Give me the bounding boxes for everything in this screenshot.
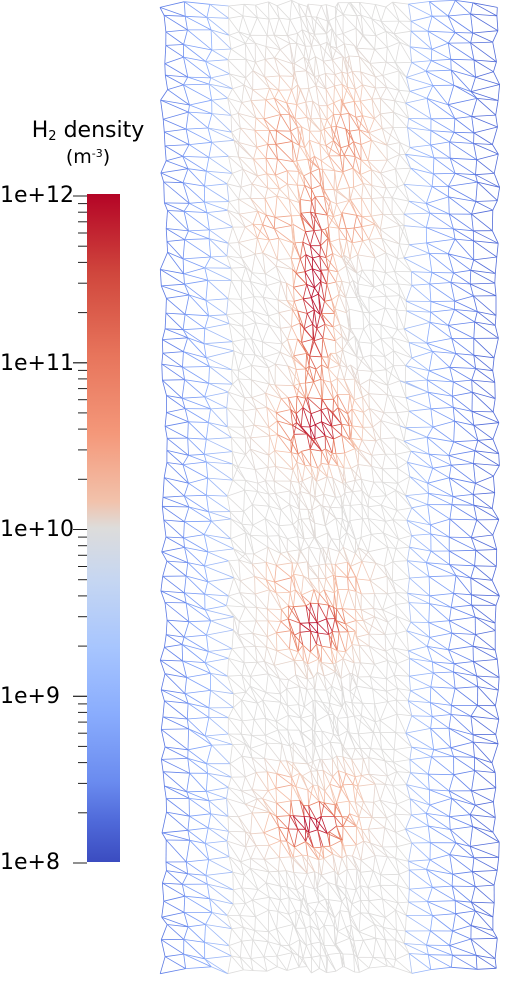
colorbar [87,194,120,862]
tick-label-1e10: 1e+10 [0,517,74,542]
tick-label-1e11: 1e+11 [0,351,74,376]
legend-units: (m-3) [65,146,111,168]
tick-label-1e8: 1e+8 [0,850,60,875]
tick-label-1e12: 1e+12 [0,183,74,208]
tick-label-1e9: 1e+9 [0,684,60,709]
legend-title: H2 density [31,118,145,144]
